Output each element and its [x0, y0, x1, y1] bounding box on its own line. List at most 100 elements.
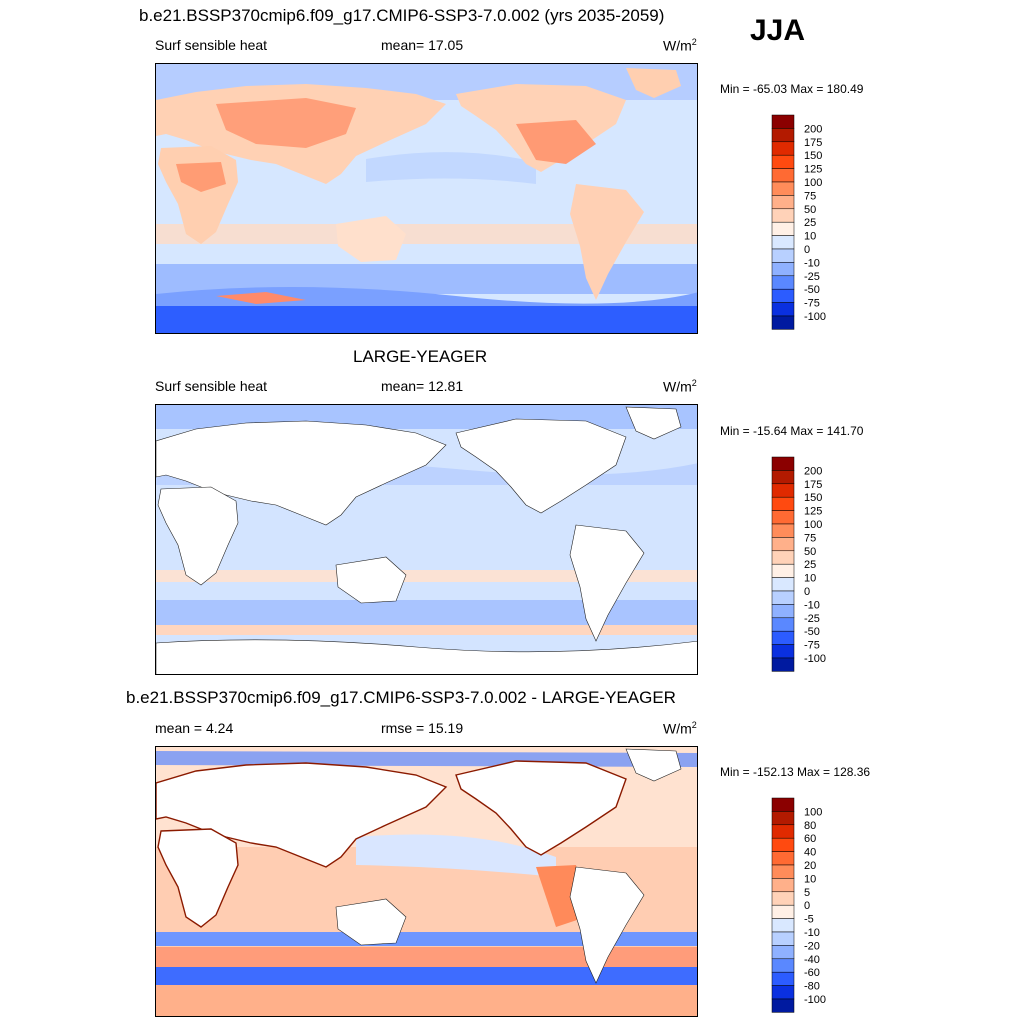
season-label: JJA — [750, 14, 806, 47]
panel2-colorbar-swatch — [771, 550, 795, 565]
panel1-title: b.e21.BSSP370cmip6.f09_g17.CMIP6-SSP3-7.… — [139, 6, 665, 25]
panel3-colorbar-swatch — [771, 945, 795, 960]
panel2-colorbar-swatch — [771, 604, 795, 619]
panel3-colorbar-tick-label: 100 — [804, 806, 822, 818]
panel3-colorbar-tick-label: -100 — [804, 994, 826, 1006]
panel3-colorbar-swatch — [771, 931, 795, 946]
panel3-colorbar-tick-label: -40 — [804, 954, 820, 966]
panel3-colorbar-swatch — [771, 864, 795, 879]
panel2-colorbar-tick-label: 25 — [804, 559, 816, 571]
panel3-colorbar-tick-label: 40 — [804, 847, 816, 859]
panel1-colorbar-swatch — [771, 208, 795, 223]
panel3-rmse-label: rmse = 15.19 — [381, 720, 464, 736]
panel2-colorbar-tick-label: -25 — [804, 613, 820, 625]
panel1-colorbar-swatch — [771, 128, 795, 143]
panel1-colorbar-swatch — [771, 302, 795, 317]
panel2-colorbar-tick-label: -50 — [804, 626, 820, 638]
panel3-colorbar-tick-label: -5 — [804, 914, 814, 926]
panel2-colorbar-swatch — [771, 563, 795, 578]
panel1-colorbar-swatch — [771, 221, 795, 236]
panel3-mean-label: mean = 4.24 — [155, 720, 234, 736]
panel3-colorbar-tick-label: -80 — [804, 981, 820, 993]
panel3-colorbar-tick-label: 60 — [804, 833, 816, 845]
panel3-units-label: W/m2 — [663, 720, 697, 737]
panel3-minmax-label: Min = -152.13 Max = 128.36 — [720, 765, 871, 779]
panel2-colorbar-swatch — [771, 523, 795, 538]
panel3-colorbar-swatch — [771, 958, 795, 973]
panel1-colorbar-tick-label: 75 — [804, 190, 816, 202]
panel2-colorbar-swatch — [771, 496, 795, 511]
panel2-colorbar-tick-label: 125 — [804, 506, 822, 518]
panel3-map — [155, 746, 698, 1017]
panel3-colorbar-swatch — [771, 797, 795, 812]
panel1-colorbar: 200 175 150 125 100 75 50 25 10 0 -10 -25 -50 -75 -100 — [771, 114, 872, 330]
panel1-colorbar-swatch — [771, 195, 795, 210]
panel3-colorbar-tick-label: 20 — [804, 860, 816, 872]
panel2-colorbar-swatch — [771, 510, 795, 525]
panel3-colorbar-tick-label: -10 — [804, 927, 820, 939]
panel3-colorbar-swatch — [771, 824, 795, 839]
panel1-map — [155, 63, 698, 334]
panel3-colorbar-swatch — [771, 971, 795, 986]
panel2-colorbar-tick-label: 100 — [804, 519, 822, 531]
panel1-colorbar-swatch — [771, 168, 795, 183]
panel1-colorbar-swatch — [771, 141, 795, 156]
panel2-colorbar-tick-label: -10 — [804, 599, 820, 611]
panel1-colorbar-swatch — [771, 275, 795, 290]
panel2-colorbar: 200 175 150 125 100 75 50 25 10 0 -10 -25 -50 -75 -100 — [771, 456, 872, 672]
panel1-colorbar-tick-label: -10 — [804, 257, 820, 269]
panel3-colorbar-tick-label: 0 — [804, 900, 810, 912]
panel2-colorbar-tick-label: 175 — [804, 479, 822, 491]
panel2-colorbar-tick-label: 10 — [804, 573, 816, 585]
panel1-colorbar-tick-label: 150 — [804, 150, 822, 162]
panel1-colorbar-swatch — [771, 154, 795, 169]
panel1-colorbar-swatch — [771, 288, 795, 303]
panel3-colorbar-swatch — [771, 985, 795, 1000]
panel2-colorbar-tick-label: 0 — [804, 586, 810, 598]
panel3-colorbar-swatch — [771, 851, 795, 866]
panel1-colorbar-tick-label: 125 — [804, 164, 822, 176]
panel3-colorbar-swatch — [771, 891, 795, 906]
panel2-colorbar-swatch — [771, 483, 795, 498]
panel3-colorbar-tick-label: 80 — [804, 820, 816, 832]
panel1-colorbar-tick-label: -25 — [804, 271, 820, 283]
panel3-colorbar-swatch — [771, 918, 795, 933]
panel3-colorbar-swatch — [771, 878, 795, 893]
panel3-colorbar-tick-label: -20 — [804, 940, 820, 952]
panel2-colorbar-swatch — [771, 617, 795, 632]
panel3-colorbar-swatch — [771, 811, 795, 826]
panel3-title: b.e21.BSSP370cmip6.f09_g17.CMIP6-SSP3-7.… — [126, 688, 676, 707]
panel2-colorbar-swatch — [771, 456, 795, 471]
panel2-colorbar-swatch — [771, 630, 795, 645]
panel1-minmax-label: Min = -65.03 Max = 180.49 — [720, 82, 864, 96]
panel1-colorbar-tick-label: -50 — [804, 284, 820, 296]
panel1-colorbar-tick-label: 10 — [804, 231, 816, 243]
panel2-mean-label: mean= 12.81 — [381, 378, 464, 394]
panel3-colorbar-tick-label: -60 — [804, 967, 820, 979]
panel1-variable-label: Surf sensible heat — [155, 37, 268, 53]
panel2-colorbar-tick-label: -75 — [804, 640, 820, 652]
panel1-colorbar-tick-label: -100 — [804, 311, 826, 323]
panel2-colorbar-tick-label: -100 — [804, 653, 826, 665]
panel1-colorbar-swatch — [771, 315, 795, 330]
panel2-minmax-label: Min = -15.64 Max = 141.70 — [720, 424, 864, 438]
panel3-colorbar-swatch — [771, 998, 795, 1013]
panel3-colorbar-swatch — [771, 837, 795, 852]
panel2-colorbar-tick-label: 200 — [804, 465, 822, 477]
panel2-colorbar-swatch — [771, 470, 795, 485]
panel2-units-label: W/m2 — [663, 378, 697, 395]
panel1-colorbar-tick-label: -75 — [804, 298, 820, 310]
panel2-colorbar-tick-label: 150 — [804, 492, 822, 504]
panel1-colorbar-tick-label: 175 — [804, 137, 822, 149]
panel3-colorbar-tick-label: 5 — [804, 887, 810, 899]
panel2-colorbar-swatch — [771, 590, 795, 605]
panel3-colorbar-swatch — [771, 904, 795, 919]
panel3-colorbar-tick-label: 10 — [804, 873, 816, 885]
panel1-colorbar-tick-label: 50 — [804, 204, 816, 216]
panel2-variable-label: Surf sensible heat — [155, 378, 268, 394]
panel1-units-label: W/m2 — [663, 37, 697, 54]
panel2-colorbar-swatch — [771, 537, 795, 552]
panel1-colorbar-tick-label: 100 — [804, 177, 822, 189]
panel1-colorbar-tick-label: 0 — [804, 244, 810, 256]
panel2-map — [155, 404, 698, 675]
